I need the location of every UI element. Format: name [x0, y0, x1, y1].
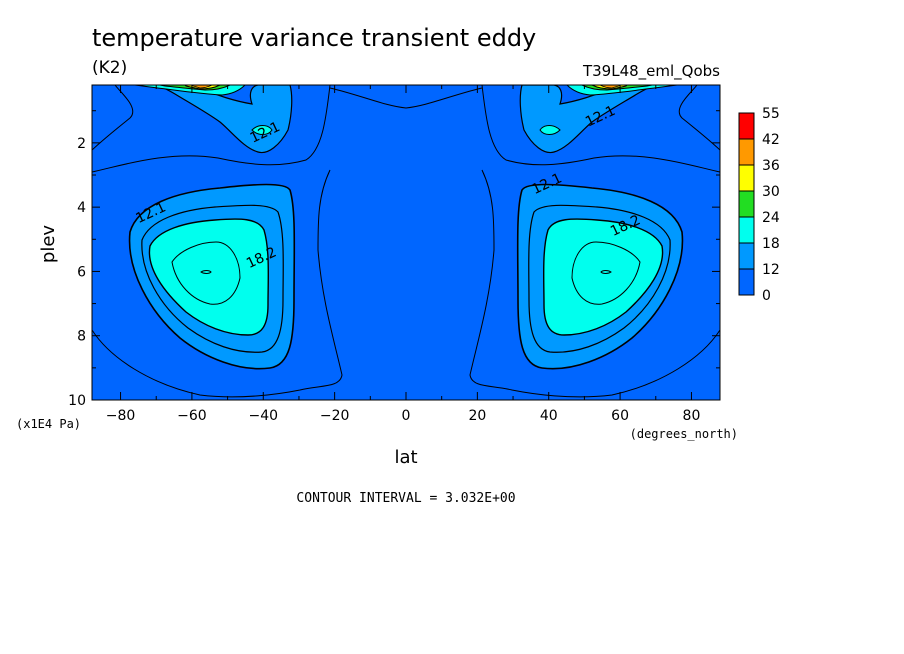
contour-outer-right [469, 85, 720, 398]
legend-swatch [738, 216, 755, 244]
y-tick-label: 4 [77, 200, 86, 216]
y-tick-label: 10 [68, 393, 86, 409]
contour-band-12-upper-right [519, 85, 658, 154]
y-ticks: 2 4 6 8 10 [68, 110, 720, 409]
contour-small-loop-right [539, 125, 561, 135]
legend-level-label: 18 [762, 236, 780, 252]
contour-tiny-loop-left [200, 270, 212, 274]
legend-swatch [738, 242, 755, 270]
contour-band-36-upper-right [599, 85, 621, 89]
contour-tropical-top [329, 87, 483, 109]
legend-level-label: 0 [762, 288, 771, 304]
chart-title: temperature variance transient eddy [92, 24, 536, 52]
contour-inner-mid-right [571, 241, 641, 305]
legend-swatch [738, 112, 755, 140]
y-axis-label: plev [38, 225, 59, 264]
x-axis-units: (degrees_north) [630, 427, 738, 441]
legend-level-label: 36 [762, 158, 780, 174]
x-tick-label: 60 [611, 408, 629, 424]
northern-hemisphere-contours [469, 85, 720, 398]
x-tick-label: −80 [106, 408, 136, 424]
x-ticks: −80 −60 −40 −20 0 20 40 60 80 [106, 85, 701, 424]
x-tick-label: 40 [540, 408, 558, 424]
contour-band-18-mid-left [148, 218, 270, 336]
x-tick-label: −20 [320, 408, 350, 424]
contour-outer-left [92, 85, 343, 398]
y-tick-label: 6 [77, 264, 86, 280]
legend-swatch [738, 268, 755, 296]
legend-swatch [738, 138, 755, 166]
legend-level-label: 42 [762, 132, 780, 148]
y-axis-units: (x1E4 Pa) [16, 417, 81, 431]
x-tick-label: 80 [683, 408, 701, 424]
contour-band-36-upper-left [191, 85, 213, 89]
x-tick-label: −60 [177, 408, 207, 424]
run-label: T39L48_eml_Qobs [582, 62, 720, 81]
contour-band-12-upper-left [154, 85, 293, 154]
legend-level-label: 12 [762, 262, 780, 278]
contour-fields [92, 85, 720, 398]
legend-swatch [738, 164, 755, 192]
x-tick-label: 20 [468, 408, 486, 424]
color-legend: 55 42 36 30 24 18 12 0 [738, 106, 780, 304]
southern-hemisphere-contours [92, 85, 343, 398]
y-tick-label: 8 [77, 329, 86, 345]
x-axis-label: lat [394, 447, 417, 468]
y-tick-label: 2 [77, 136, 86, 152]
contour-tiny-loop-right [600, 270, 612, 274]
contour-small-loop-left [251, 125, 273, 135]
contour-band-18-mid-right [542, 218, 664, 336]
legend-swatch [738, 190, 755, 218]
x-tick-label: 0 [402, 408, 411, 424]
contour-interval: CONTOUR INTERVAL = 3.032E+00 [296, 491, 515, 506]
legend-level-label: 55 [762, 106, 780, 122]
legend-level-label: 30 [762, 184, 780, 200]
chart-units: (K2) [92, 58, 127, 78]
x-tick-label: −40 [248, 408, 278, 424]
legend-level-label: 24 [762, 210, 780, 226]
contour-inner-mid-left [171, 241, 241, 305]
